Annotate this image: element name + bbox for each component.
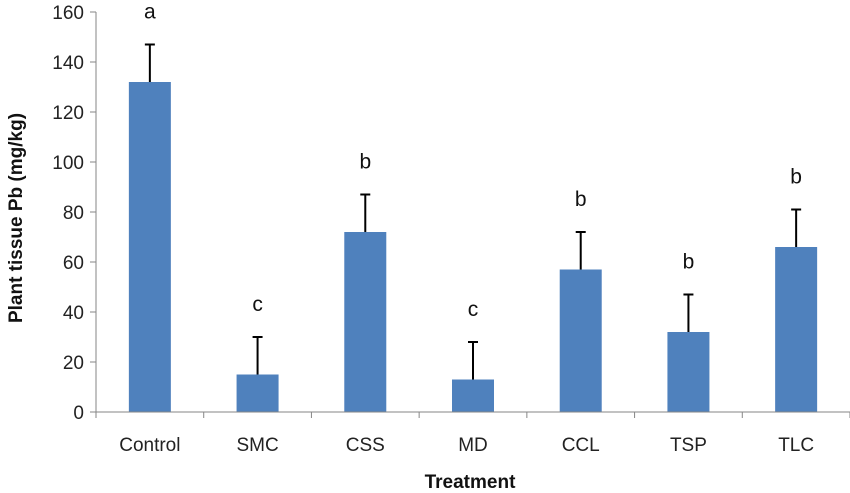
x-axis-category-labels: Control SMC CSS MD CCL TSP TLC bbox=[119, 435, 814, 456]
y-axis-ticks: 0 20 40 60 80 100 120 140 160 bbox=[52, 3, 96, 424]
significance-letter-md: c bbox=[468, 298, 479, 321]
y-tick-label: 80 bbox=[63, 203, 84, 224]
bars bbox=[128, 82, 818, 412]
y-tick-label: 60 bbox=[63, 253, 84, 274]
x-category-label-tsp: TSP bbox=[670, 435, 707, 456]
bar-tlc bbox=[775, 247, 818, 412]
significance-letters: a c b c b b b bbox=[144, 1, 802, 322]
x-category-label-smc: SMC bbox=[236, 435, 278, 456]
y-tick-label: 0 bbox=[73, 403, 84, 424]
x-axis-title: Treatment bbox=[425, 472, 516, 493]
bar-smc bbox=[236, 374, 279, 412]
significance-letter-smc: c bbox=[252, 293, 263, 316]
bar-ccl bbox=[559, 269, 602, 412]
bar-control bbox=[128, 82, 171, 412]
significance-letter-control: a bbox=[144, 1, 156, 24]
x-category-label-ccl: CCL bbox=[562, 435, 600, 456]
significance-letter-ccl: b bbox=[575, 188, 587, 211]
y-tick-label: 100 bbox=[52, 153, 84, 174]
y-tick-label: 120 bbox=[52, 103, 84, 124]
significance-letter-css: b bbox=[359, 151, 371, 174]
significance-letter-tsp: b bbox=[683, 251, 695, 274]
x-category-label-tlc: TLC bbox=[778, 435, 814, 456]
y-tick-label: 140 bbox=[52, 53, 84, 74]
bar-css bbox=[344, 232, 387, 412]
x-axis-ticks bbox=[95, 412, 850, 418]
y-tick-label: 160 bbox=[52, 3, 84, 24]
y-tick-label: 40 bbox=[63, 303, 84, 324]
y-axis-title: Plant tissue Pb (mg/kg) bbox=[6, 113, 27, 323]
bar-tsp bbox=[667, 332, 710, 412]
y-tick-label: 20 bbox=[63, 353, 84, 374]
significance-letter-tlc: b bbox=[790, 166, 802, 189]
x-category-label-control: Control bbox=[119, 435, 180, 456]
x-category-label-css: CSS bbox=[346, 435, 385, 456]
bar-md bbox=[452, 379, 494, 412]
error-bars bbox=[144, 43, 802, 380]
x-category-label-md: MD bbox=[458, 435, 488, 456]
